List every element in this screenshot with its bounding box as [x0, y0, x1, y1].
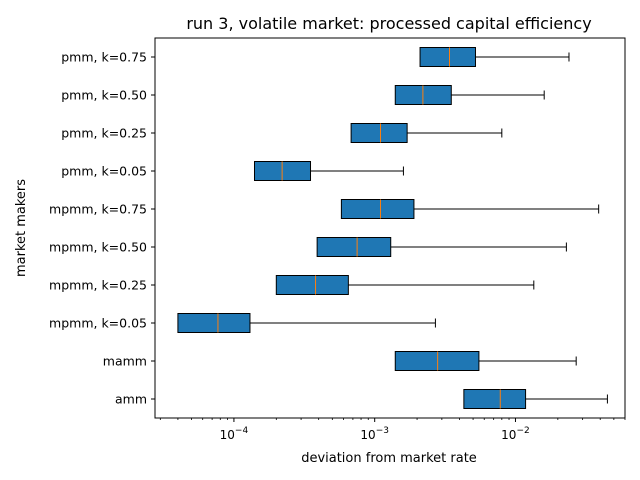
- x-tick-label: 10−3: [360, 426, 389, 442]
- box-group: [177, 313, 436, 333]
- box-group: [316, 237, 567, 257]
- y-tick-label: mpmm, k=0.75: [49, 202, 147, 217]
- box: [350, 123, 408, 143]
- y-tick-label: pmm, k=0.50: [61, 88, 147, 103]
- y-tick-label: pmm, k=0.05: [61, 164, 147, 179]
- boxplot-series: [177, 47, 608, 409]
- box-group: [253, 161, 404, 181]
- box: [275, 275, 349, 295]
- x-axis-label: deviation from market rate: [301, 451, 477, 466]
- y-tick-label: mpmm, k=0.05: [49, 316, 147, 331]
- box-group: [275, 275, 535, 295]
- plot-frame: [154, 37, 626, 419]
- x-axis-ticks: 10−4 10−3 10−2: [159, 418, 626, 442]
- y-tick-label: pmm, k=0.75: [61, 50, 147, 65]
- box-group: [419, 47, 570, 67]
- box: [340, 199, 415, 219]
- box: [419, 47, 476, 67]
- y-tick-label: pmm, k=0.25: [61, 126, 147, 141]
- box-group: [394, 351, 577, 371]
- box: [177, 313, 251, 333]
- y-tick-label: mpmm, k=0.50: [49, 240, 147, 255]
- box-group: [463, 389, 608, 409]
- x-tick-label: 10−4: [220, 426, 249, 442]
- box-group: [340, 199, 600, 219]
- box: [394, 351, 480, 371]
- box: [316, 237, 392, 257]
- y-tick-label: mpmm, k=0.25: [49, 278, 147, 293]
- box-group: [350, 123, 503, 143]
- y-axis-label: market makers: [14, 179, 29, 277]
- x-tick-label: 10−2: [501, 426, 530, 442]
- y-axis-ticks: pmm, k=0.75 pmm, k=0.50 pmm, k=0.25 pmm, k=…: [49, 50, 155, 407]
- y-tick-label: mamm: [103, 354, 147, 369]
- box: [463, 389, 527, 409]
- chart-title: run 3, volatile market: processed capita…: [186, 14, 591, 33]
- y-tick-label: amm: [115, 392, 147, 407]
- box-group: [394, 85, 545, 105]
